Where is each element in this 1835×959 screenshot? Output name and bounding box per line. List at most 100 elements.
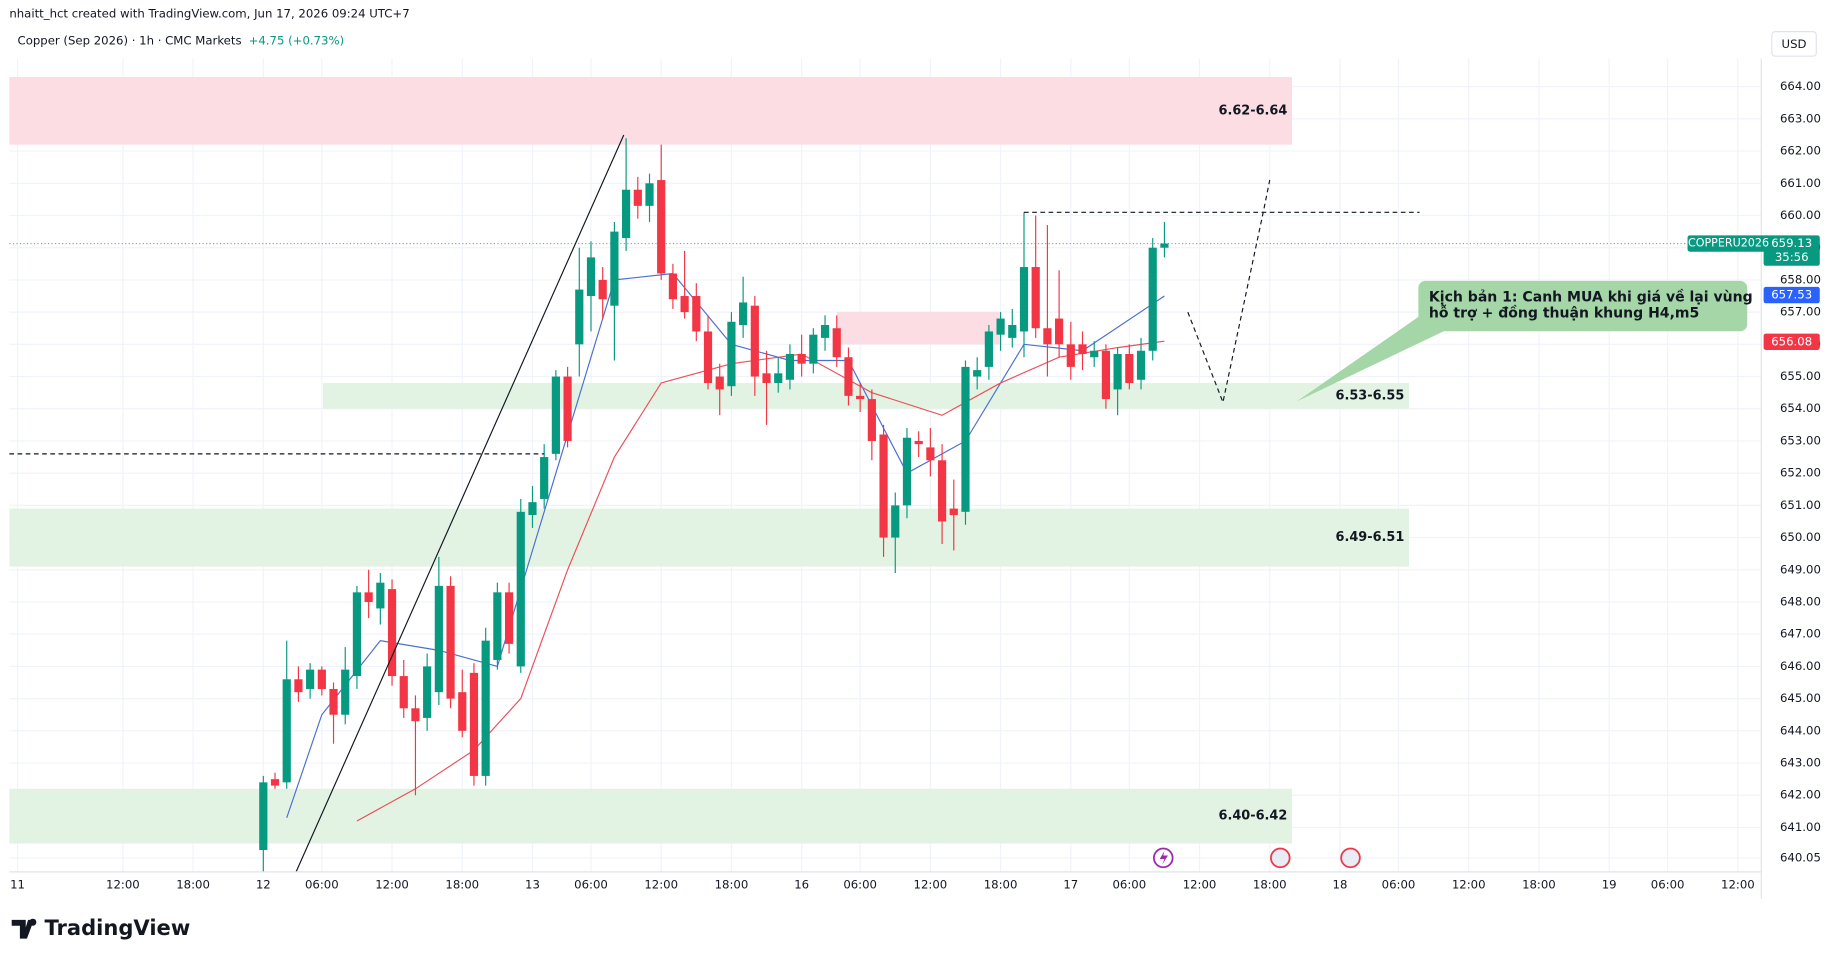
candle: [809, 328, 818, 374]
x-tick-label: 13: [525, 877, 540, 891]
candle-body: [762, 373, 771, 383]
annotation-line: hỗ trợ + đồng thuận khung H4,m5: [1429, 305, 1699, 322]
candle: [563, 366, 572, 448]
candle: [1148, 238, 1157, 361]
candle-body: [540, 457, 549, 499]
event-icon[interactable]: [1340, 847, 1361, 869]
x-tick-label: 12:00: [1721, 877, 1755, 891]
y-tick-label: 651.00: [1780, 498, 1821, 512]
candle: [785, 344, 795, 390]
candle-body: [364, 592, 373, 602]
x-tick-label: 18:00: [715, 877, 749, 891]
candle: [739, 276, 748, 338]
candle-body: [434, 585, 443, 693]
y-tick-label: 640.05: [1780, 851, 1821, 865]
x-tick-label: 06:00: [1112, 877, 1146, 891]
candle: [797, 334, 806, 377]
candle: [914, 431, 923, 458]
candle: [504, 582, 514, 654]
candle-body: [469, 672, 479, 776]
candle-body: [809, 334, 818, 364]
candle: [387, 579, 397, 686]
candle-body: [668, 273, 678, 300]
candle-body: [633, 189, 642, 206]
candle: [645, 173, 654, 222]
candle-body: [727, 321, 736, 387]
candle-body: [902, 437, 912, 506]
candle: [1031, 215, 1040, 338]
candle-body: [1113, 354, 1122, 390]
candle: [949, 479, 958, 551]
candle: [598, 267, 607, 319]
candle-body: [715, 376, 724, 390]
candle: [1066, 321, 1075, 380]
candle-body: [294, 679, 303, 693]
y-tick-label: 657.00: [1780, 305, 1821, 319]
x-tick-label: 06:00: [574, 877, 608, 891]
y-tick-label: 652.00: [1780, 466, 1821, 480]
candle-body: [949, 508, 958, 516]
symbol-title: Copper (Sep 2026) · 1h · CMC Markets: [18, 33, 242, 47]
x-tick-label: 16: [794, 877, 809, 891]
countdown: 35:56: [1775, 250, 1809, 264]
logo: TradingView: [11, 915, 190, 940]
candle: [540, 444, 549, 509]
candle: [446, 576, 455, 709]
candle-body: [341, 669, 350, 715]
candle: [586, 241, 596, 332]
candle-body: [879, 434, 888, 538]
candle-body: [937, 460, 947, 522]
candle-body: [306, 669, 315, 689]
candle: [762, 350, 771, 425]
candle-body: [329, 688, 338, 715]
x-tick-label: 11: [10, 877, 25, 891]
candle-body: [1043, 328, 1052, 345]
candle-body: [832, 328, 841, 358]
candle: [1125, 344, 1134, 390]
candle-body: [1136, 350, 1146, 380]
price-label: 659.13: [1771, 236, 1812, 250]
zone: [836, 312, 1001, 345]
candle: [926, 428, 935, 477]
y-tick-label: 642.00: [1780, 788, 1821, 802]
candle-body: [387, 589, 397, 677]
candle-body: [996, 318, 1005, 335]
candle: [551, 370, 560, 461]
candle-body: [1125, 354, 1134, 383]
candle: [879, 424, 888, 557]
candle-body: [961, 366, 970, 512]
candle: [352, 585, 362, 689]
y-tick-label: 649.00: [1780, 562, 1821, 576]
credit: nhaitt_hct created with TradingView.com,…: [9, 7, 409, 21]
candle: [820, 315, 830, 351]
candle-body: [1055, 318, 1064, 345]
candle: [399, 659, 408, 718]
candle-body: [856, 395, 865, 400]
y-tick-label: 650.00: [1780, 530, 1821, 544]
candle-body: [750, 305, 759, 377]
x-tick-label: 12:00: [375, 877, 409, 891]
event-icon[interactable]: [1270, 847, 1291, 869]
x-tick-label: 12:00: [914, 877, 948, 891]
candle: [434, 556, 443, 706]
candle-body: [563, 376, 572, 441]
candle: [703, 315, 713, 390]
candle-body: [493, 592, 502, 660]
currency-box[interactable]: [1771, 31, 1817, 57]
candle-body: [984, 331, 993, 367]
candle: [1078, 331, 1087, 371]
x-tick-label: 19: [1602, 877, 1617, 891]
candle-body: [1090, 350, 1099, 358]
candle-body: [504, 592, 514, 644]
drawings: [9, 134, 1420, 873]
candle-body: [458, 692, 467, 731]
candle-body: [411, 708, 420, 722]
currency[interactable]: USD: [1782, 37, 1807, 51]
symbol-badge: [1687, 235, 1770, 252]
x-tick-label: 18:00: [1253, 877, 1287, 891]
candle: [622, 138, 631, 251]
candle-body: [317, 669, 326, 689]
y-tick-label: 660.00: [1780, 208, 1821, 222]
candle-body: [1066, 344, 1075, 367]
